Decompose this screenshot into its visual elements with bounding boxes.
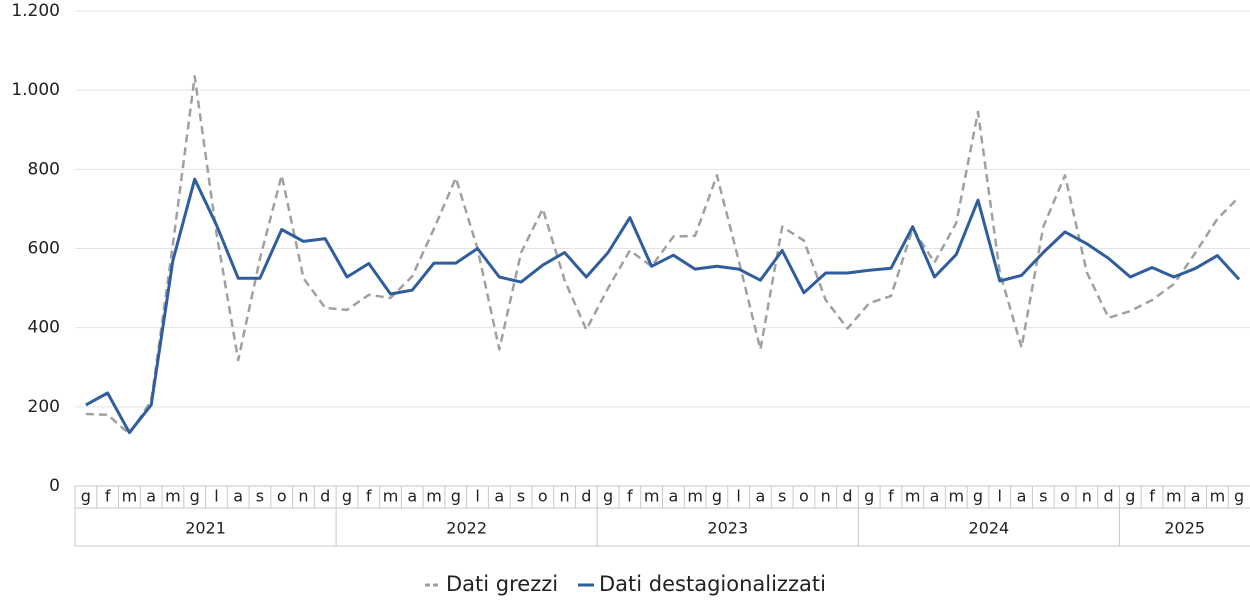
x-tick-label: g (973, 487, 983, 506)
y-tick-label: 400 (28, 318, 60, 338)
x-tick-label: d (320, 487, 330, 506)
x-tick-label: d (842, 487, 852, 506)
x-tick-label: s (778, 487, 786, 506)
year-label: 2022 (446, 519, 487, 538)
x-tick-label: a (1191, 487, 1201, 506)
x-tick-label: a (494, 487, 504, 506)
x-tick-label: o (538, 487, 548, 506)
legend-label: Dati destagionalizzati (599, 572, 826, 596)
year-label: 2023 (707, 519, 748, 538)
x-tick-label: g (1234, 487, 1244, 506)
x-tick-label: a (407, 487, 417, 506)
x-tick-label: m (905, 487, 921, 506)
y-tick-label: 800 (28, 159, 60, 179)
x-tick-label: l (998, 487, 1002, 506)
y-tick-label: 600 (28, 239, 60, 259)
x-tick-label: n (1082, 487, 1092, 506)
x-tick-label: g (864, 487, 874, 506)
x-tick-label: l (214, 487, 218, 506)
x-tick-label: f (888, 487, 894, 506)
x-tick-label: g (81, 487, 91, 506)
x-tick-label: g (603, 487, 613, 506)
legend-label: Dati grezzi (446, 572, 558, 596)
x-tick-label: a (146, 487, 156, 506)
x-tick-label: g (712, 487, 722, 506)
x-tick-label: a (756, 487, 766, 506)
x-tick-label: f (627, 487, 633, 506)
x-tick-label: m (383, 487, 399, 506)
x-tick-label: m (687, 487, 703, 506)
x-tick-label: m (644, 487, 660, 506)
x-tick-label: a (233, 487, 243, 506)
x-tick-label: m (1166, 487, 1182, 506)
x-tick-label: s (517, 487, 525, 506)
x-tick-label: m (1210, 487, 1226, 506)
x-tick-label: f (366, 487, 372, 506)
year-label: 2021 (185, 519, 226, 538)
x-tick-label: s (256, 487, 264, 506)
x-tick-label: o (799, 487, 809, 506)
y-tick-label: 1.200 (11, 1, 60, 21)
year-label: 2024 (969, 519, 1010, 538)
x-tick-label: f (1149, 487, 1155, 506)
series-line (85, 75, 1240, 436)
x-tick-label: o (1060, 487, 1070, 506)
x-tick-label: g (342, 487, 352, 506)
x-tick-label: n (821, 487, 831, 506)
y-tick-label: 1.000 (11, 80, 60, 100)
x-tick-label: a (930, 487, 940, 506)
x-tick-label: m (122, 487, 138, 506)
x-tick-label: l (475, 487, 479, 506)
x-tick-label: m (165, 487, 181, 506)
series-line (85, 177, 1241, 435)
year-label: 2025 (1164, 519, 1205, 538)
x-tick-label: g (451, 487, 461, 506)
x-tick-label: a (1017, 487, 1027, 506)
y-tick-label: 0 (49, 476, 60, 496)
x-tick-label: n (560, 487, 570, 506)
y-tick-label: 200 (28, 397, 60, 417)
x-tick-label: g (1125, 487, 1135, 506)
x-tick-label: d (1103, 487, 1113, 506)
x-tick-label: n (298, 487, 308, 506)
x-tick-label: a (668, 487, 678, 506)
x-tick-label: o (277, 487, 287, 506)
x-tick-label: s (1039, 487, 1047, 506)
x-tick-label: g (190, 487, 200, 506)
x-tick-label: m (426, 487, 442, 506)
x-tick-label: m (948, 487, 964, 506)
x-tick-label: f (105, 487, 111, 506)
x-tick-label: l (736, 487, 740, 506)
x-tick-label: d (581, 487, 591, 506)
